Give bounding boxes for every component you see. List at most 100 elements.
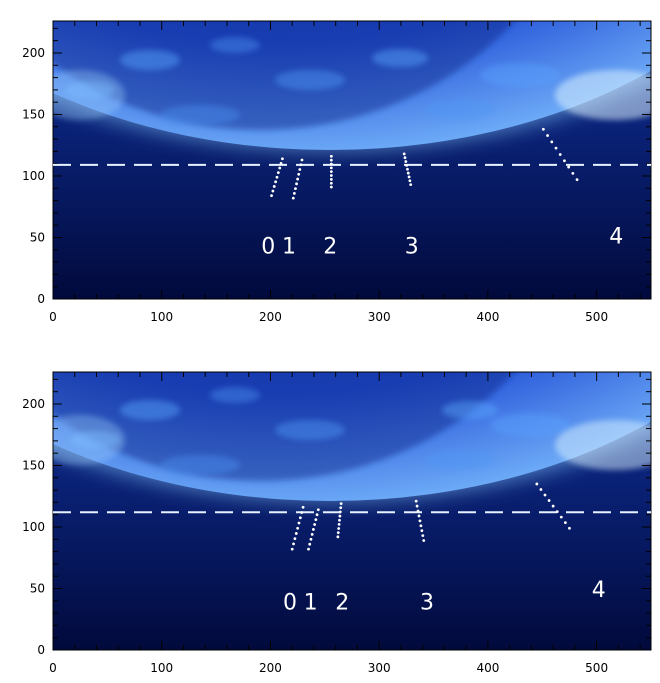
dot-marker (541, 127, 545, 131)
dot-marker (271, 189, 275, 193)
y-tick-label: 100 (22, 169, 45, 183)
dot-marker (316, 508, 320, 512)
axes-bottom: 0 100 200 300 400 500 0 50 100 150 200 (22, 372, 651, 675)
x-tick-label: 200 (259, 310, 282, 324)
dot-marker (329, 185, 333, 189)
dot-marker (337, 527, 341, 530)
dot-marker (278, 166, 282, 170)
dot-marker (559, 515, 563, 519)
y-tick-label: 200 (22, 46, 45, 60)
x-tick-label: 500 (585, 310, 608, 324)
dot-marker (270, 194, 273, 198)
dot-marker (568, 526, 571, 530)
dot-marker (329, 166, 333, 170)
dot-marker (403, 156, 407, 160)
dot-marker (571, 171, 575, 175)
x-tick-label: 500 (585, 661, 608, 675)
dot-marker (294, 187, 297, 190)
x-tick-label: 100 (150, 310, 173, 324)
region-label: 1 (304, 590, 318, 615)
dot-marker (276, 171, 280, 175)
y-tick-label: 50 (30, 230, 45, 244)
dot-marker (408, 179, 412, 183)
dot-marker (300, 158, 304, 162)
dot-marker (414, 499, 418, 503)
region-label: 2 (335, 590, 349, 615)
dot-marker (300, 511, 304, 514)
dot-marker (563, 159, 566, 163)
dot-marker (402, 152, 406, 156)
dot-marker (339, 502, 343, 506)
dot-marker (297, 521, 301, 525)
dot-marker (292, 542, 295, 546)
x-tick-label: 400 (476, 661, 499, 675)
dot-marker (558, 153, 562, 156)
dot-marker (405, 163, 409, 167)
dot-marker (338, 510, 342, 514)
dot-marker (279, 161, 283, 165)
dot-marker (420, 529, 424, 533)
dot-marker (307, 547, 310, 551)
y-tick-label: 100 (22, 520, 45, 534)
dot-marker (296, 177, 300, 181)
dot-marker (550, 140, 554, 144)
dotted-paths-top (270, 127, 579, 200)
dot-marker (416, 509, 420, 513)
region-label: 4 (592, 578, 606, 603)
dot-marker (294, 532, 298, 535)
dot-marker (293, 537, 297, 541)
dot-marker (406, 167, 409, 171)
region-label: 3 (405, 234, 419, 259)
dot-marker (336, 535, 340, 539)
dot-marker (315, 513, 319, 517)
y-tick-label: 200 (22, 397, 45, 411)
region-label: 2 (323, 234, 337, 259)
region-label: 1 (282, 234, 296, 259)
dot-marker (535, 482, 539, 486)
dot-marker (313, 523, 317, 526)
dot-marker (275, 175, 279, 179)
x-tick-label: 400 (476, 310, 499, 324)
dot-marker (418, 519, 422, 523)
dot-marker (281, 157, 284, 161)
dot-marker (575, 178, 579, 182)
dot-marker (415, 504, 419, 508)
dot-marker (296, 526, 300, 530)
dot-marker (567, 165, 571, 169)
x-tick-label: 300 (368, 310, 391, 324)
dot-marker (337, 522, 341, 526)
x-tick-label: 0 (49, 661, 57, 675)
y-tick-label: 0 (37, 292, 45, 306)
dot-marker (404, 160, 408, 163)
dot-marker (295, 182, 298, 186)
dot-marker (417, 514, 421, 518)
dot-marker (298, 168, 302, 171)
dot-marker (329, 177, 333, 181)
dot-marker (338, 514, 342, 518)
dot-marker (310, 532, 314, 536)
dot-marker (309, 537, 313, 541)
region-label: 0 (261, 234, 275, 259)
dot-marker (547, 499, 551, 502)
y-tick-label: 0 (37, 643, 45, 657)
dotted-paths-bottom (290, 482, 571, 551)
dot-marker (406, 171, 410, 175)
dot-marker (555, 510, 559, 514)
dot-marker (407, 175, 411, 179)
region-label: 3 (420, 590, 434, 615)
x-tick-label: 0 (49, 310, 57, 324)
y-tick-label: 50 (30, 581, 45, 595)
dot-marker (422, 539, 426, 542)
dot-marker (292, 191, 296, 195)
dot-marker (308, 542, 312, 546)
dot-marker (421, 534, 425, 538)
dot-marker (338, 518, 341, 522)
dot-marker (329, 181, 333, 185)
dot-marker (419, 524, 423, 528)
dot-marker (543, 493, 547, 497)
dot-marker (301, 505, 305, 509)
